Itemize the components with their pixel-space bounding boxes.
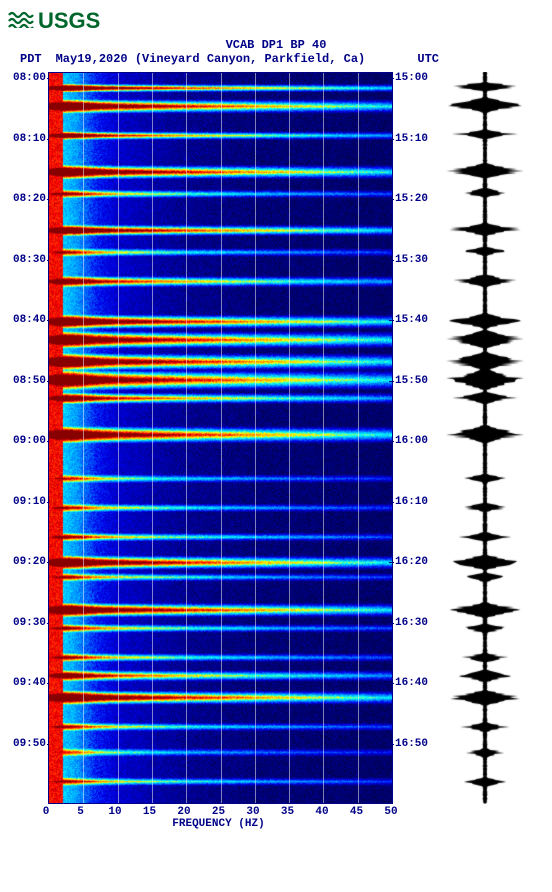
x-tick: 50 [384, 806, 398, 818]
utc-tick: 16:00 [395, 435, 435, 447]
x-tick: 40 [315, 806, 329, 818]
utc-tick: 16:50 [395, 738, 435, 750]
station-title: VCAB DP1 BP 40 [8, 38, 544, 52]
tz-left: PDT [20, 52, 42, 66]
utc-tick: 16:40 [395, 677, 435, 689]
pdt-tick: 09:10 [10, 496, 46, 508]
utc-tick: 15:20 [395, 193, 435, 205]
pdt-tick: 08:40 [10, 314, 46, 326]
pdt-tick: 08:10 [10, 133, 46, 145]
pdt-tick: 09:30 [10, 617, 46, 629]
pdt-tick: 08:50 [10, 375, 46, 387]
y-axis-utc: 15:00 15:10 15:20 15:30 15:40 15:50 16:00 16:10… [393, 72, 437, 804]
utc-tick: 15:00 [395, 72, 435, 84]
utc-tick: 15:40 [395, 314, 435, 326]
utc-tick: 16:20 [395, 556, 435, 568]
pdt-tick: 08:20 [10, 193, 46, 205]
utc-tick: 16:30 [395, 617, 435, 629]
pdt-tick: 09:20 [10, 556, 46, 568]
spectrogram [48, 72, 393, 804]
x-tick: 30 [246, 806, 260, 818]
pdt-tick: 09:50 [10, 738, 46, 750]
date-location: May19,2020 (Vineyard Canyon, Parkfield, … [56, 52, 366, 66]
x-tick: 35 [281, 806, 295, 818]
pdt-tick: 09:40 [10, 677, 46, 689]
x-tick: 45 [350, 806, 364, 818]
pdt-tick: 09:00 [10, 435, 46, 447]
usgs-logo: USGS [8, 8, 544, 34]
x-tick: 0 [39, 806, 53, 818]
tz-right: UTC [417, 52, 439, 66]
x-axis-ticks: 05101520253035404550 [46, 806, 391, 818]
logo-text: USGS [38, 8, 100, 34]
x-tick: 25 [212, 806, 226, 818]
logo-waves-icon [8, 10, 34, 33]
pdt-tick: 08:30 [10, 254, 46, 266]
x-tick: 10 [108, 806, 122, 818]
pdt-tick: 08:00 [10, 72, 46, 84]
x-tick: 15 [143, 806, 157, 818]
y-axis-pdt: 08:00 08:10 08:20 08:30 08:40 08:50 09:00 09:10… [8, 72, 48, 804]
utc-tick: 15:10 [395, 133, 435, 145]
title-row: PDT May19,2020 (Vineyard Canyon, Parkfie… [8, 52, 544, 66]
utc-tick: 15:50 [395, 375, 435, 387]
x-tick: 20 [177, 806, 191, 818]
x-tick: 5 [74, 806, 88, 818]
utc-tick: 15:30 [395, 254, 435, 266]
x-axis-label: FREQUENCY (HZ) [46, 818, 391, 830]
plot-area: 08:00 08:10 08:20 08:30 08:40 08:50 09:00 09:10… [8, 72, 544, 804]
waveform-panel [445, 72, 525, 804]
utc-tick: 16:10 [395, 496, 435, 508]
